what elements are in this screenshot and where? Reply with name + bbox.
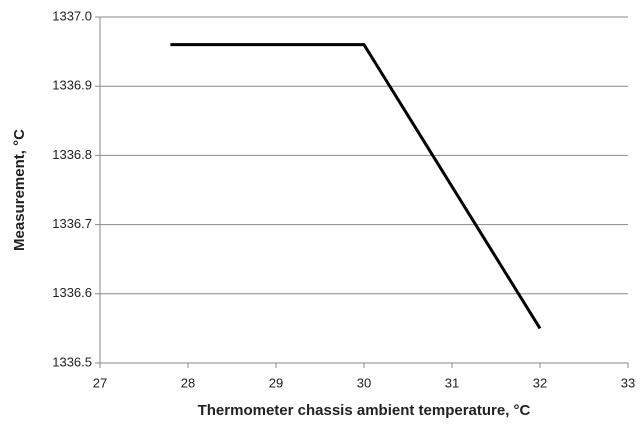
y-tick-label: 1336.8 (52, 147, 92, 162)
y-tick-label: 1336.9 (52, 78, 92, 93)
data-line (170, 43, 542, 330)
x-axis-title: Thermometer chassis ambient temperature,… (198, 402, 531, 419)
x-tick-label: 30 (357, 375, 371, 390)
x-tick-label: 28 (181, 375, 195, 390)
x-tick-label: 32 (533, 375, 547, 390)
x-tick-label: 27 (93, 375, 107, 390)
y-tick-label: 1336.5 (52, 354, 92, 369)
x-tick-label: 33 (621, 375, 635, 390)
y-tick-label: 1336.6 (52, 285, 92, 300)
y-axis-title: Measurement, °C (11, 129, 28, 251)
y-tick-label: 1337.0 (52, 8, 92, 23)
x-tick-label: 29 (269, 375, 283, 390)
x-tick-label: 31 (445, 375, 459, 390)
y-tick-label: 1336.7 (52, 216, 92, 231)
